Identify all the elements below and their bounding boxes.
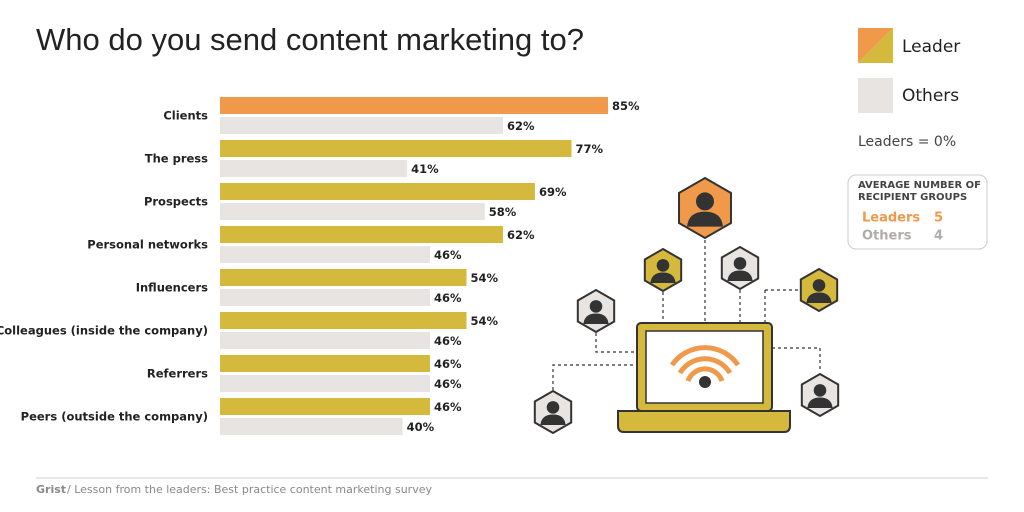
legend-swatch — [858, 28, 893, 63]
value-label: 69% — [539, 185, 567, 199]
person-icon — [643, 247, 683, 293]
person-body — [687, 211, 723, 227]
person-body — [727, 270, 753, 282]
category-label: Prospects — [144, 195, 208, 209]
footer-text: / Lesson from the leaders: Best practice… — [67, 483, 432, 496]
bar — [220, 226, 504, 243]
value-label: 85% — [612, 99, 640, 113]
value-label: 58% — [489, 205, 517, 219]
person-icon — [720, 245, 760, 291]
person-head — [733, 257, 747, 270]
bar — [220, 97, 609, 114]
bar — [220, 160, 408, 177]
bar — [220, 418, 403, 435]
value-label: 46% — [434, 357, 462, 371]
wifi-dot — [699, 376, 711, 388]
illustration — [552, 240, 821, 390]
person-body — [540, 414, 566, 426]
value-label: 54% — [471, 314, 499, 328]
stats-label: Leaders — [862, 211, 920, 226]
stats-title: AVERAGE NUMBER OF RECIPIENT GROUPS — [858, 180, 981, 203]
bar — [220, 355, 430, 372]
legend-label: Others — [902, 86, 959, 106]
person-icon — [533, 389, 573, 435]
value-label: 46% — [434, 334, 462, 348]
bar — [220, 183, 535, 200]
person-head — [813, 384, 827, 397]
value-label: 62% — [507, 119, 535, 133]
person-icon — [576, 288, 616, 334]
stats-box — [847, 174, 988, 250]
person-head — [812, 279, 826, 292]
value-label: 46% — [434, 400, 462, 414]
value-label: 46% — [434, 377, 462, 391]
value-label: 54% — [471, 271, 499, 285]
stats-label: Others — [862, 229, 912, 244]
value-label: 46% — [434, 248, 462, 262]
value-label: 40% — [407, 420, 435, 434]
category-label: Colleagues (inside the company) — [0, 324, 208, 338]
category-label: Personal networks — [87, 238, 208, 252]
value-label: 46% — [434, 291, 462, 305]
bar — [220, 312, 467, 329]
bar — [220, 398, 430, 415]
bar — [220, 246, 430, 263]
footer-source: Grist — [36, 483, 66, 496]
person-body — [583, 313, 609, 325]
person-head — [546, 401, 560, 414]
bar — [220, 375, 430, 392]
category-label: The press — [145, 152, 208, 166]
chart-title: Who do you send content marketing to? — [36, 22, 584, 57]
category-label: Peers (outside the company) — [21, 410, 208, 424]
person-body — [807, 397, 833, 409]
person-body — [806, 292, 832, 304]
person-head — [696, 192, 714, 211]
category-label: Referrers — [147, 367, 208, 381]
legend-swatch — [858, 78, 893, 113]
person-body — [650, 272, 676, 284]
category-label: Influencers — [136, 281, 208, 295]
person-icon — [800, 372, 840, 418]
person-head — [656, 259, 670, 272]
person-icon — [678, 176, 732, 240]
bar — [220, 203, 485, 220]
connector-lines — [552, 240, 821, 390]
legend-label: Leader — [902, 37, 960, 57]
bar — [220, 289, 430, 306]
laptop-base — [617, 410, 791, 433]
value-label: 62% — [507, 228, 535, 242]
person-head — [589, 300, 603, 313]
person-icon — [799, 267, 839, 313]
wifi-arcs — [669, 345, 741, 383]
stats-value: 4 — [934, 229, 943, 244]
value-label: 77% — [576, 142, 604, 156]
bar — [220, 140, 572, 157]
legend-note: Leaders = 0% — [858, 134, 956, 150]
value-label: 41% — [411, 162, 439, 176]
stats-title-wrap: AVERAGE NUMBER OF RECIPIENT GROUPS — [858, 180, 981, 203]
bar — [220, 332, 430, 349]
laptop — [617, 322, 791, 433]
stats-value: 5 — [934, 211, 943, 226]
category-label: Clients — [163, 109, 208, 123]
bar — [220, 117, 504, 134]
bar — [220, 269, 467, 286]
